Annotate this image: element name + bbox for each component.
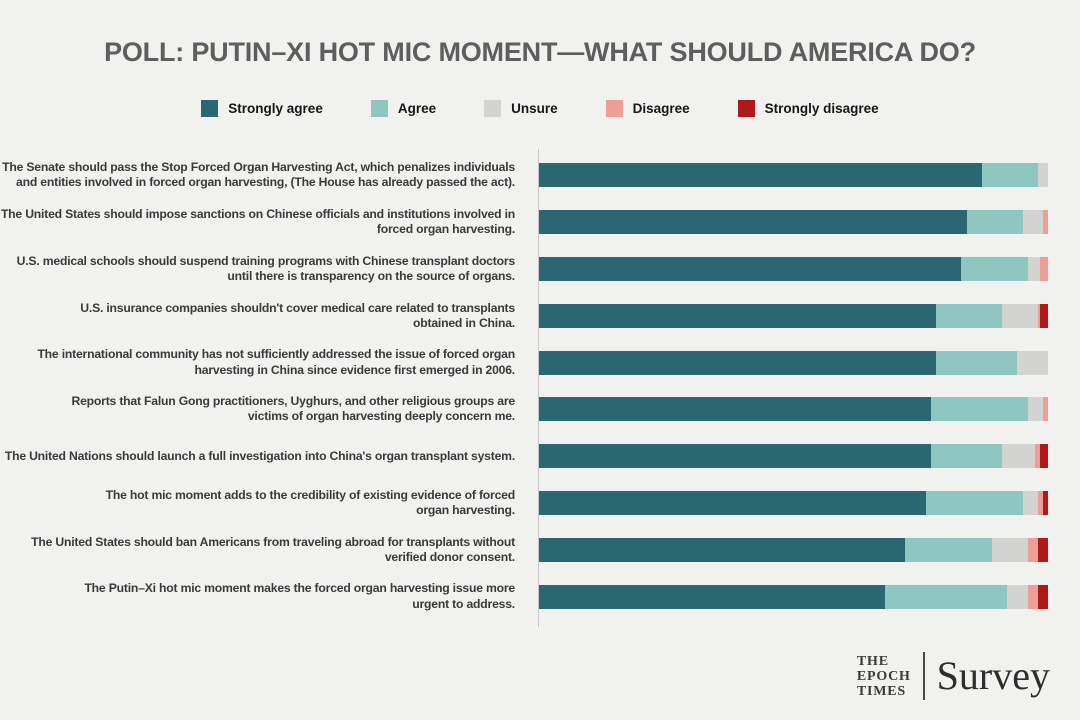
bar-segment-unsure — [1027, 397, 1043, 422]
bar-segment-disagree — [1035, 444, 1041, 469]
bar-segment-disagree — [1037, 490, 1043, 515]
bar-segment-agree — [966, 210, 1023, 235]
bar-segment-agree — [925, 490, 1023, 515]
poll-statement: The United States should ban Americans f… — [31, 534, 515, 564]
poll-row: The Senate should pass the Stop Forced O… — [0, 152, 1080, 199]
bar-segment-agree — [981, 163, 1038, 188]
bar-segment-agree — [905, 537, 992, 562]
legend-item: Disagree — [605, 100, 690, 117]
page-title: POLL: PUTIN–XI HOT MIC MOMENT—WHAT SHOUL… — [104, 37, 976, 67]
bar-segment-agree — [961, 256, 1028, 281]
poll-row: The United States should ban Americans f… — [0, 526, 1080, 573]
bar-segment-disagree — [1042, 397, 1048, 422]
bar-segment-strongly-agree — [539, 397, 931, 422]
poll-statement: U.S. insurance companies shouldn't cover… — [80, 300, 515, 330]
legend-label: Agree — [397, 101, 437, 116]
legend-item: Agree — [370, 100, 437, 117]
bar-segment-unsure — [1027, 256, 1041, 281]
stacked-bar — [539, 444, 1048, 469]
poll-row: Reports that Falun Gong practitioners, U… — [0, 386, 1080, 433]
stacked-bar — [539, 490, 1048, 515]
bar-segment-unsure — [1022, 490, 1038, 515]
legend-swatch-icon — [737, 100, 755, 117]
epoch-times-logo: THE EPOCH TIMES — [857, 654, 911, 699]
poll-row: U.S. insurance companies shouldn't cover… — [0, 292, 1080, 339]
stacked-bar — [539, 537, 1048, 562]
bar-segment-disagree — [1027, 537, 1038, 562]
bar-segment-unsure — [1022, 210, 1043, 235]
bar-segment-disagree — [1037, 303, 1041, 328]
poll-row: The United Nations should launch a full … — [0, 433, 1080, 480]
bar-segment-strongly-agree — [539, 163, 982, 188]
poll-statement: The Putin–Xi hot mic moment makes the fo… — [84, 581, 515, 611]
bar-segment-strongly-agree — [539, 303, 937, 328]
brand-divider — [922, 652, 925, 700]
brand-line-epoch: EPOCH — [856, 668, 911, 684]
stacked-bar — [539, 350, 1048, 375]
stacked-bar — [539, 303, 1048, 328]
poll-statement: The Senate should pass the Stop Forced O… — [2, 160, 515, 190]
poll-statement: The United States should impose sanction… — [0, 206, 515, 237]
bar-segment-unsure — [1002, 444, 1036, 469]
legend-label: Unsure — [511, 101, 558, 116]
bar-segment-strongly-agree — [539, 584, 886, 609]
bar-segment-unsure — [1007, 584, 1028, 609]
bar-segment-strongly-agree — [539, 256, 962, 281]
poll-row: U.S. medical schools should suspend trai… — [0, 246, 1080, 293]
bar-segment-agree — [930, 397, 1028, 422]
poll-row: The hot mic moment adds to the credibili… — [0, 480, 1080, 527]
bar-segment-unsure — [1002, 303, 1038, 328]
poll-statement: Reports that Falun Gong practitioners, U… — [71, 394, 515, 424]
legend-swatch-icon — [370, 100, 388, 117]
chart-rows: The Senate should pass the Stop Forced O… — [0, 149, 1080, 627]
bar-segment-unsure — [991, 537, 1028, 562]
bar-segment-strongly-agree — [539, 210, 967, 235]
bar-segment-disagree — [1040, 256, 1048, 281]
legend-item: Strongly agree — [201, 100, 323, 117]
brand-line-the: THE — [856, 653, 889, 669]
bar-segment-agree — [930, 444, 1003, 469]
bar-segment-strongly-agree — [539, 537, 906, 562]
poll-statement: The United Nations should launch a full … — [4, 448, 515, 463]
bar-segment-unsure — [1037, 163, 1048, 188]
legend-label: Strongly disagree — [764, 101, 879, 116]
bar-segment-agree — [936, 303, 1003, 328]
bar-segment-strongly-disagree — [1040, 444, 1048, 469]
bar-segment-strongly-disagree — [1037, 584, 1048, 609]
bar-segment-disagree — [1042, 210, 1048, 235]
stacked-bar — [539, 397, 1048, 422]
bar-segment-strongly-disagree — [1042, 490, 1048, 515]
bar-segment-disagree — [1027, 584, 1038, 609]
legend-item: Unsure — [484, 100, 558, 117]
brand-footer: THE EPOCH TIMES Survey — [857, 652, 1050, 700]
legend-swatch-icon — [201, 100, 219, 117]
poll-statement: The hot mic moment adds to the credibili… — [105, 487, 516, 517]
poll-row: The Putin–Xi hot mic moment makes the fo… — [0, 573, 1080, 620]
brand-line-times: TIMES — [856, 683, 907, 699]
axis-line — [538, 149, 539, 627]
survey-wordmark: Survey — [936, 653, 1050, 698]
poll-row: The international community has not suff… — [0, 339, 1080, 386]
stacked-bar — [539, 210, 1048, 235]
stacked-bar — [539, 163, 1048, 188]
bar-segment-unsure — [1017, 350, 1048, 375]
bar-segment-strongly-agree — [539, 350, 937, 375]
bar-segment-agree — [936, 350, 1018, 375]
bar-segment-strongly-disagree — [1040, 303, 1048, 328]
bar-segment-strongly-agree — [539, 490, 926, 515]
bar-segment-strongly-agree — [539, 444, 931, 469]
legend-item: Strongly disagree — [737, 100, 879, 117]
poll-statement: The international community has not suff… — [37, 347, 515, 377]
bar-segment-strongly-disagree — [1037, 537, 1048, 562]
bar-segment-agree — [885, 584, 1008, 609]
legend: Strongly agree Agree Unsure Disagree Str… — [0, 100, 1080, 117]
stacked-bar — [539, 584, 1048, 609]
legend-swatch-icon — [605, 100, 623, 117]
legend-label: Strongly agree — [228, 101, 323, 116]
poll-statement: U.S. medical schools should suspend trai… — [16, 253, 516, 283]
legend-label: Disagree — [632, 101, 690, 116]
poll-row: The United States should impose sanction… — [0, 199, 1080, 246]
legend-swatch-icon — [484, 100, 502, 117]
stacked-bar — [539, 256, 1048, 281]
